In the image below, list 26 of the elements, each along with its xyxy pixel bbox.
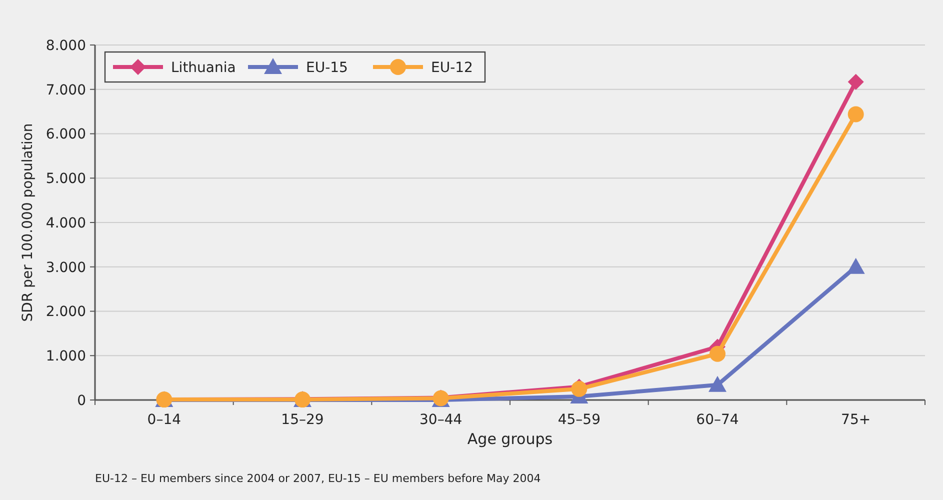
y-tick-label: 8.000	[46, 38, 86, 54]
point	[848, 106, 864, 122]
y-tick-label: 7.000	[46, 82, 86, 98]
y-tick-label: 0	[77, 392, 86, 409]
y-tick-label: 1.000	[46, 348, 86, 365]
legend-label: EU-15	[306, 60, 348, 76]
x-axis-title: Age groups	[467, 430, 553, 448]
y-tick-label: 3.000	[46, 260, 86, 276]
legend-label: EU-12	[431, 60, 473, 76]
point	[848, 74, 864, 90]
x-tick-label: 0–14	[147, 412, 182, 428]
x-tick-label: 30–44	[420, 412, 462, 428]
point	[708, 376, 726, 392]
point	[846, 258, 865, 274]
x-tick-label: 60–74	[696, 412, 739, 428]
y-tick-label: 2.000	[46, 304, 86, 320]
legend-label: Lithuania	[171, 60, 236, 76]
x-tick-label: 45–59	[558, 412, 600, 428]
y-tick-label: 6.000	[46, 126, 86, 143]
y-axis-title: SDR per 100.000 population	[20, 123, 36, 322]
point	[710, 346, 726, 362]
text: EU-12 – EU members since 2004 or 2007, EU-15 – EU members before May 2004	[95, 472, 541, 485]
x-tick-label: 75+	[841, 412, 871, 428]
x-tick-label: 15–29	[281, 412, 324, 428]
y-tick-label: 4.000	[46, 215, 86, 232]
y-tick-label: 5.000	[46, 171, 86, 188]
